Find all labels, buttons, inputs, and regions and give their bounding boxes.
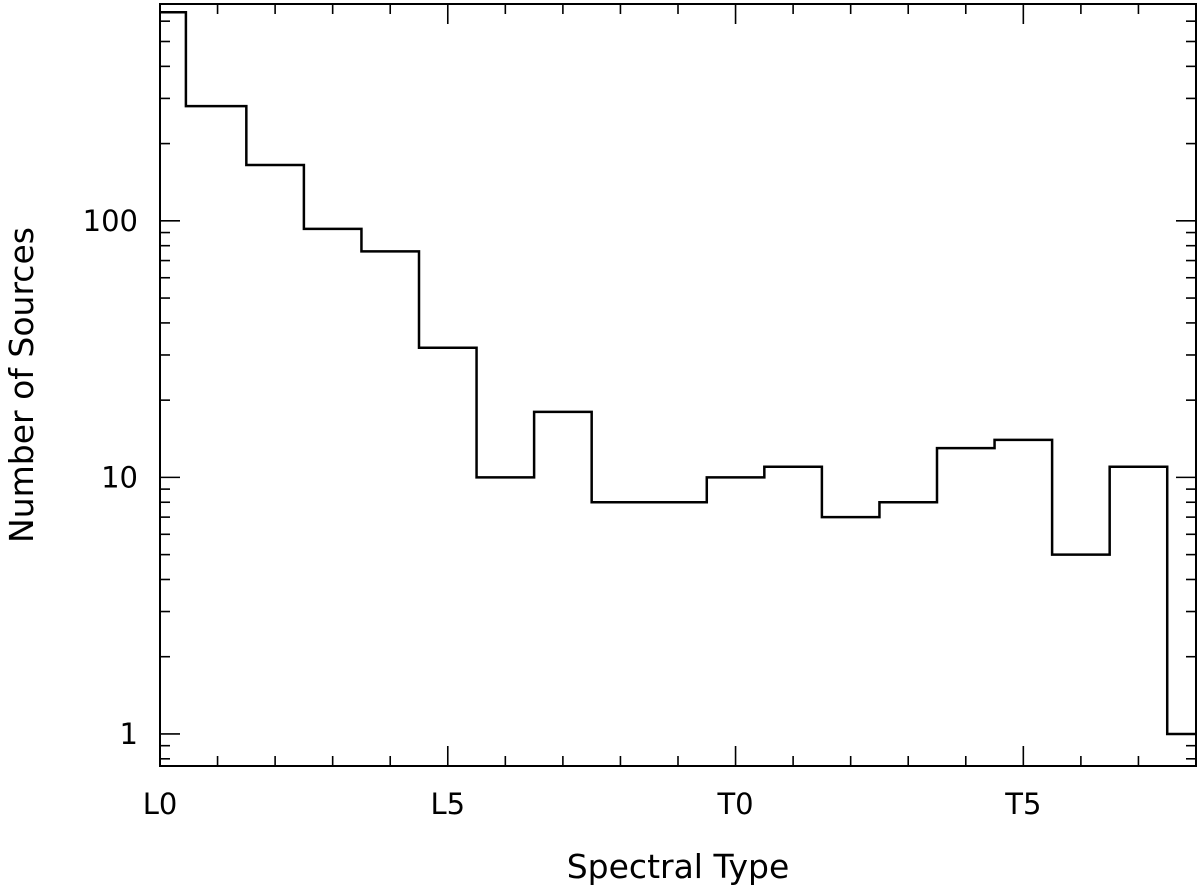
histogram-step-line (160, 11, 1196, 736)
y-major-ticks (160, 220, 1196, 735)
x-tick-label: L0 (143, 787, 178, 821)
x-tick-labels: L0 L5 T0 T5 (143, 787, 1042, 821)
y-tick-labels: 1 10 100 (83, 204, 138, 751)
x-tick-label: L5 (430, 787, 465, 821)
x-tick-label: T0 (716, 787, 753, 821)
x-tick-label: T5 (1004, 787, 1041, 821)
y-tick-label: 10 (101, 460, 138, 494)
y-minor-ticks (160, 3, 1196, 760)
x-major-ticks (446, 4, 1025, 766)
y-tick-label: 100 (83, 204, 138, 238)
x-minor-ticks (216, 4, 1140, 766)
plot-frame (159, 3, 1197, 767)
y-axis-label: Number of Sources (2, 227, 41, 543)
x-axis-label: Spectral Type (567, 847, 790, 886)
y-tick-label: 1 (120, 717, 138, 751)
